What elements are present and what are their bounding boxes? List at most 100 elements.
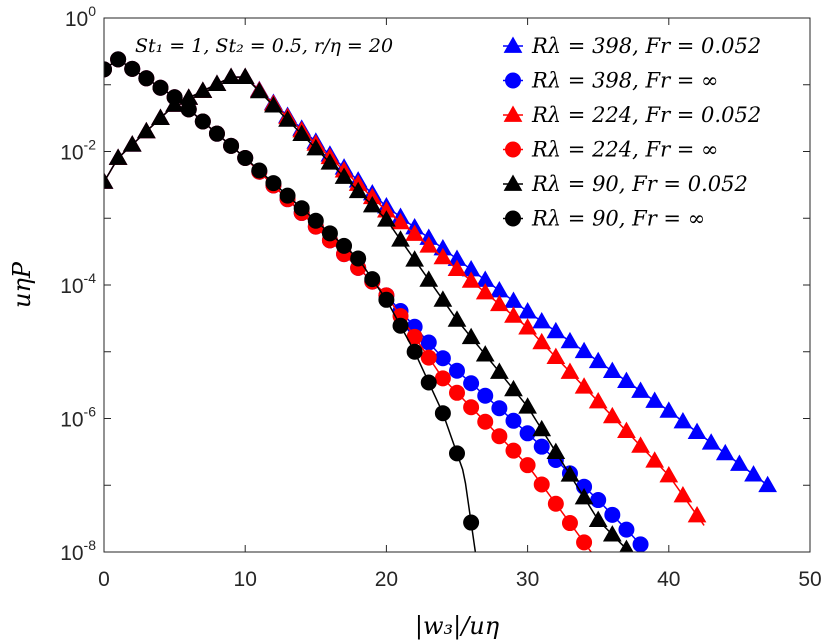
series-4-point	[533, 476, 550, 493]
legend-label-4: Rλ = 224, Fr = ∞	[531, 138, 719, 162]
series-3-point	[405, 224, 425, 241]
series-6-point	[152, 79, 169, 96]
series-2-point	[477, 387, 494, 404]
series-2-point	[420, 334, 437, 351]
legend-label-2: Rλ = 398, Fr = ∞	[531, 69, 719, 93]
series-5-point	[532, 419, 552, 437]
series-6-point	[434, 405, 451, 422]
series-6-point	[208, 125, 225, 142]
annotation-text: St₁ = 1, St₂ = 0.5, r/η = 20	[135, 35, 393, 57]
legend-label-6: Rλ = 90, Fr = ∞	[531, 207, 705, 231]
series-group	[104, 51, 778, 552]
series-2-point	[533, 438, 550, 455]
series-5-point	[546, 442, 566, 459]
series-3-point	[447, 259, 467, 276]
tick-layer: 0 10 20 30 40 50 10-8 10-6 10-4 10-2 100	[60, 3, 821, 591]
series-5-point	[306, 138, 326, 156]
series-5-point	[136, 121, 156, 139]
y-tick-label: 10-4	[60, 270, 96, 298]
legend-label-1: Rλ = 398, Fr = 0.052	[531, 34, 761, 58]
series-6-point	[406, 343, 423, 360]
series-3-point	[645, 451, 665, 468]
series-3-point	[433, 247, 453, 265]
series-2-point	[590, 492, 607, 509]
legend: Rλ = 398, Fr = 0.052 Rλ = 398, Fr = ∞ Rλ =…	[503, 34, 761, 231]
series-6-point	[279, 187, 296, 204]
series-4-point	[463, 399, 480, 416]
series-6-point	[449, 445, 465, 462]
series-5-point	[221, 67, 241, 85]
series-3-point	[574, 377, 594, 394]
series-6-point	[223, 137, 240, 154]
series-5-point	[235, 67, 255, 85]
x-tick-label: 20	[375, 568, 398, 591]
series-5-point	[489, 362, 509, 379]
series-5-point	[447, 310, 467, 327]
series-2-point	[519, 425, 536, 442]
series-2-point	[434, 350, 451, 367]
series-5-point	[104, 172, 114, 189]
series-4-point	[434, 370, 451, 387]
series-5-point	[461, 327, 481, 345]
series-6-point	[378, 291, 395, 308]
x-tick-label: 0	[98, 568, 110, 591]
series-4-point	[477, 413, 494, 430]
series-5-point	[588, 510, 608, 528]
x-tick-label: 30	[516, 568, 539, 591]
series-3-point	[532, 332, 552, 350]
series-6-point	[138, 70, 155, 87]
x-axis-title: |w₃|/uη	[415, 612, 500, 641]
series-6-point	[392, 317, 409, 334]
series-1-point	[730, 454, 749, 471]
series-6-point	[124, 60, 141, 77]
series-1-point	[631, 381, 650, 398]
y-tick-label: 10-6	[60, 404, 96, 432]
series-3-point	[617, 421, 636, 439]
series-3-point	[475, 283, 495, 300]
series-6-point	[350, 250, 367, 267]
series-1-point	[588, 351, 608, 369]
series-6-point	[364, 271, 381, 288]
series-5-point	[193, 81, 213, 98]
y-axis-title: uηP	[8, 261, 36, 308]
legend-marker-5	[503, 174, 523, 191]
series-5-point	[334, 167, 354, 184]
series-3-point	[546, 347, 566, 365]
series-1-point	[645, 391, 665, 408]
y-tick-label: 10-2	[60, 137, 96, 165]
series-6-point	[110, 51, 127, 68]
series-5-point	[320, 153, 340, 170]
series-layer	[104, 51, 778, 552]
legend-label-5: Rλ = 90, Fr = 0.052	[531, 172, 748, 196]
series-4-point	[547, 495, 564, 512]
series-4-point	[491, 428, 508, 445]
series-5-point	[619, 539, 634, 552]
series-5-point	[391, 230, 410, 247]
series-3-point	[504, 306, 523, 323]
series-5-point	[122, 135, 142, 152]
series-3-point	[489, 294, 509, 312]
legend-label-3: Rλ = 224, Fr = 0.052	[531, 103, 761, 127]
series-6-point	[265, 175, 282, 192]
series-1-point	[659, 401, 679, 418]
series-1-point	[715, 443, 735, 461]
series-4-point	[449, 384, 465, 401]
series-2-point	[491, 400, 508, 417]
series-4-point	[420, 349, 437, 366]
series-3-point	[659, 465, 679, 483]
series-5-point	[278, 110, 297, 127]
series-1-point	[518, 302, 537, 319]
series-6-point	[463, 514, 480, 531]
x-tick-label: 50	[798, 568, 821, 591]
series-5-point	[518, 397, 537, 414]
y-tick-label: 10-8	[60, 537, 96, 565]
series-5-point	[560, 465, 580, 482]
series-6-point	[321, 225, 338, 242]
series-5-point	[108, 148, 128, 165]
y-tick-label: 100	[65, 3, 96, 31]
series-4-point	[519, 457, 536, 474]
series-1-point	[687, 422, 707, 440]
series-4-point	[505, 442, 522, 459]
series-3-point	[588, 392, 608, 409]
